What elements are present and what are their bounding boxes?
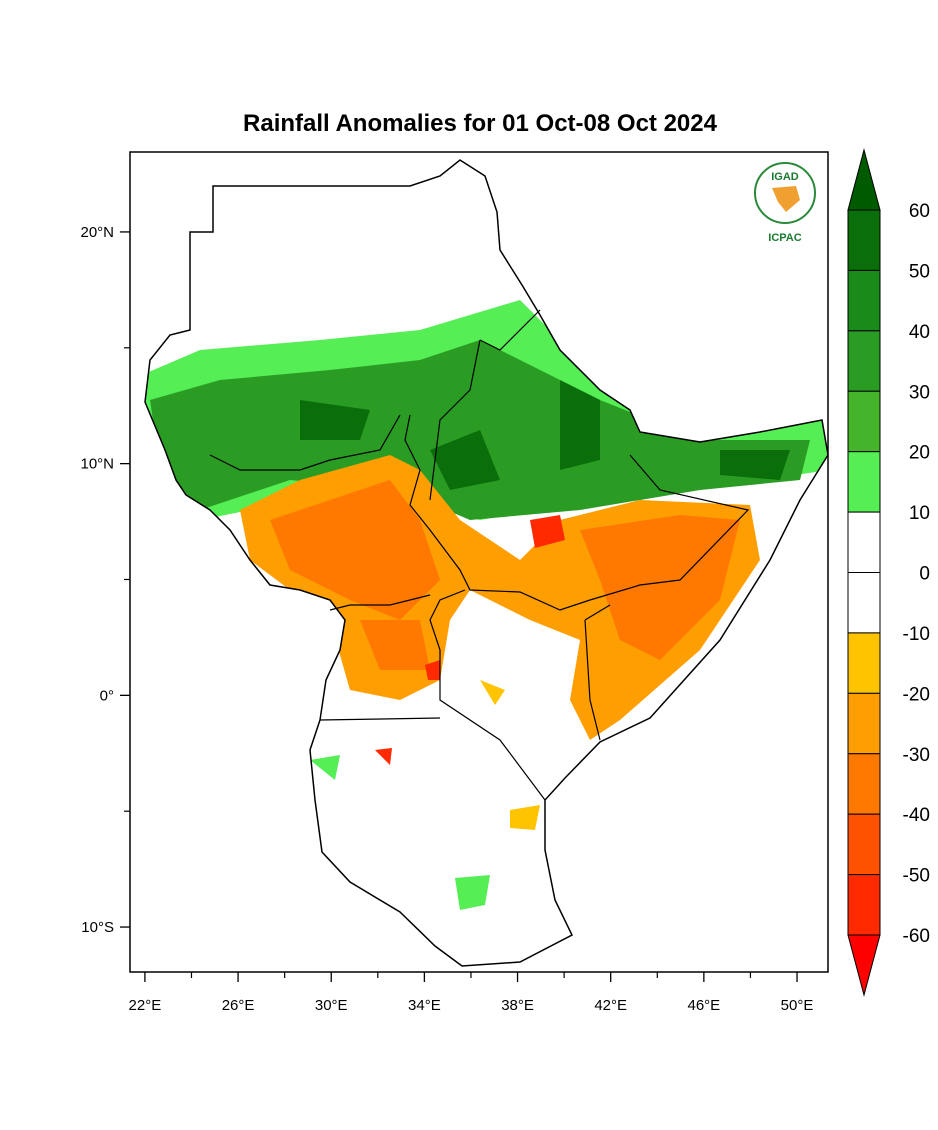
anomaly-region <box>310 755 490 910</box>
logo-org: ICPAC <box>768 232 801 244</box>
colorbar-triangle <box>847 148 881 211</box>
anomaly-region <box>375 515 565 765</box>
x-tick-label: 22°E <box>129 997 162 1014</box>
colorbar-label: 10 <box>909 503 930 524</box>
colorbar-box <box>847 390 881 453</box>
map-title: Rainfall Anomalies for 01 Oct-08 Oct 202… <box>243 110 718 137</box>
colorbar-label: 60 <box>909 201 930 222</box>
colorbar-box <box>847 511 881 573</box>
colorbar-label: -20 <box>903 684 930 705</box>
anomaly-field <box>145 300 828 910</box>
x-tick-label: 38°E <box>501 997 534 1014</box>
colorbar-label: -40 <box>903 805 930 826</box>
colorbar-label: 0 <box>919 564 930 585</box>
colorbar-label: -10 <box>903 624 930 645</box>
colorbar-label: 30 <box>909 382 930 403</box>
colorbar-box <box>847 753 881 815</box>
anomaly-region <box>270 480 740 670</box>
colorbar-triangle <box>847 934 881 997</box>
y-tick-label: 10°S <box>81 919 114 936</box>
colorbar-box <box>847 692 881 755</box>
anomaly-region <box>480 680 540 830</box>
country-borders <box>209 309 750 801</box>
map-frame <box>129 151 829 973</box>
axes-and-colorbar: 22°E 26°E 30°E 34°E 38°E 42°E 46°E 50°E 20°N 10°N… <box>80 148 930 1014</box>
colorbar-box <box>847 813 881 876</box>
y-tick-label: 10°N <box>80 456 114 473</box>
x-tick-label: 50°E <box>781 997 814 1014</box>
colorbar-label: -60 <box>903 926 930 947</box>
colorbar-box <box>847 874 881 936</box>
colorbar-box <box>847 209 881 271</box>
logo-name: IGAD <box>771 171 799 183</box>
x-tick-label: 46°E <box>688 997 721 1014</box>
y-tick-label: 0° <box>100 687 114 704</box>
logo: IGAD ICPAC <box>754 162 816 244</box>
colorbar-label: 20 <box>909 443 930 464</box>
y-tick-label: 20°N <box>80 224 114 241</box>
colorbar-box <box>847 330 881 392</box>
x-tick-label: 42°E <box>594 997 627 1014</box>
x-tick-label: 30°E <box>315 997 348 1014</box>
colorbar-box <box>847 632 881 694</box>
colorbar-label: -50 <box>903 866 930 887</box>
x-tick-label: 34°E <box>408 997 441 1014</box>
x-tick-label: 26°E <box>222 997 255 1014</box>
colorbar-label: 40 <box>909 322 930 343</box>
colorbar-label: 50 <box>909 261 930 282</box>
logo-icon <box>772 186 800 212</box>
colorbar-box <box>847 269 881 332</box>
colorbar-box <box>847 451 881 513</box>
colorbar-box <box>847 572 881 634</box>
colorbar-label: -30 <box>903 745 930 766</box>
